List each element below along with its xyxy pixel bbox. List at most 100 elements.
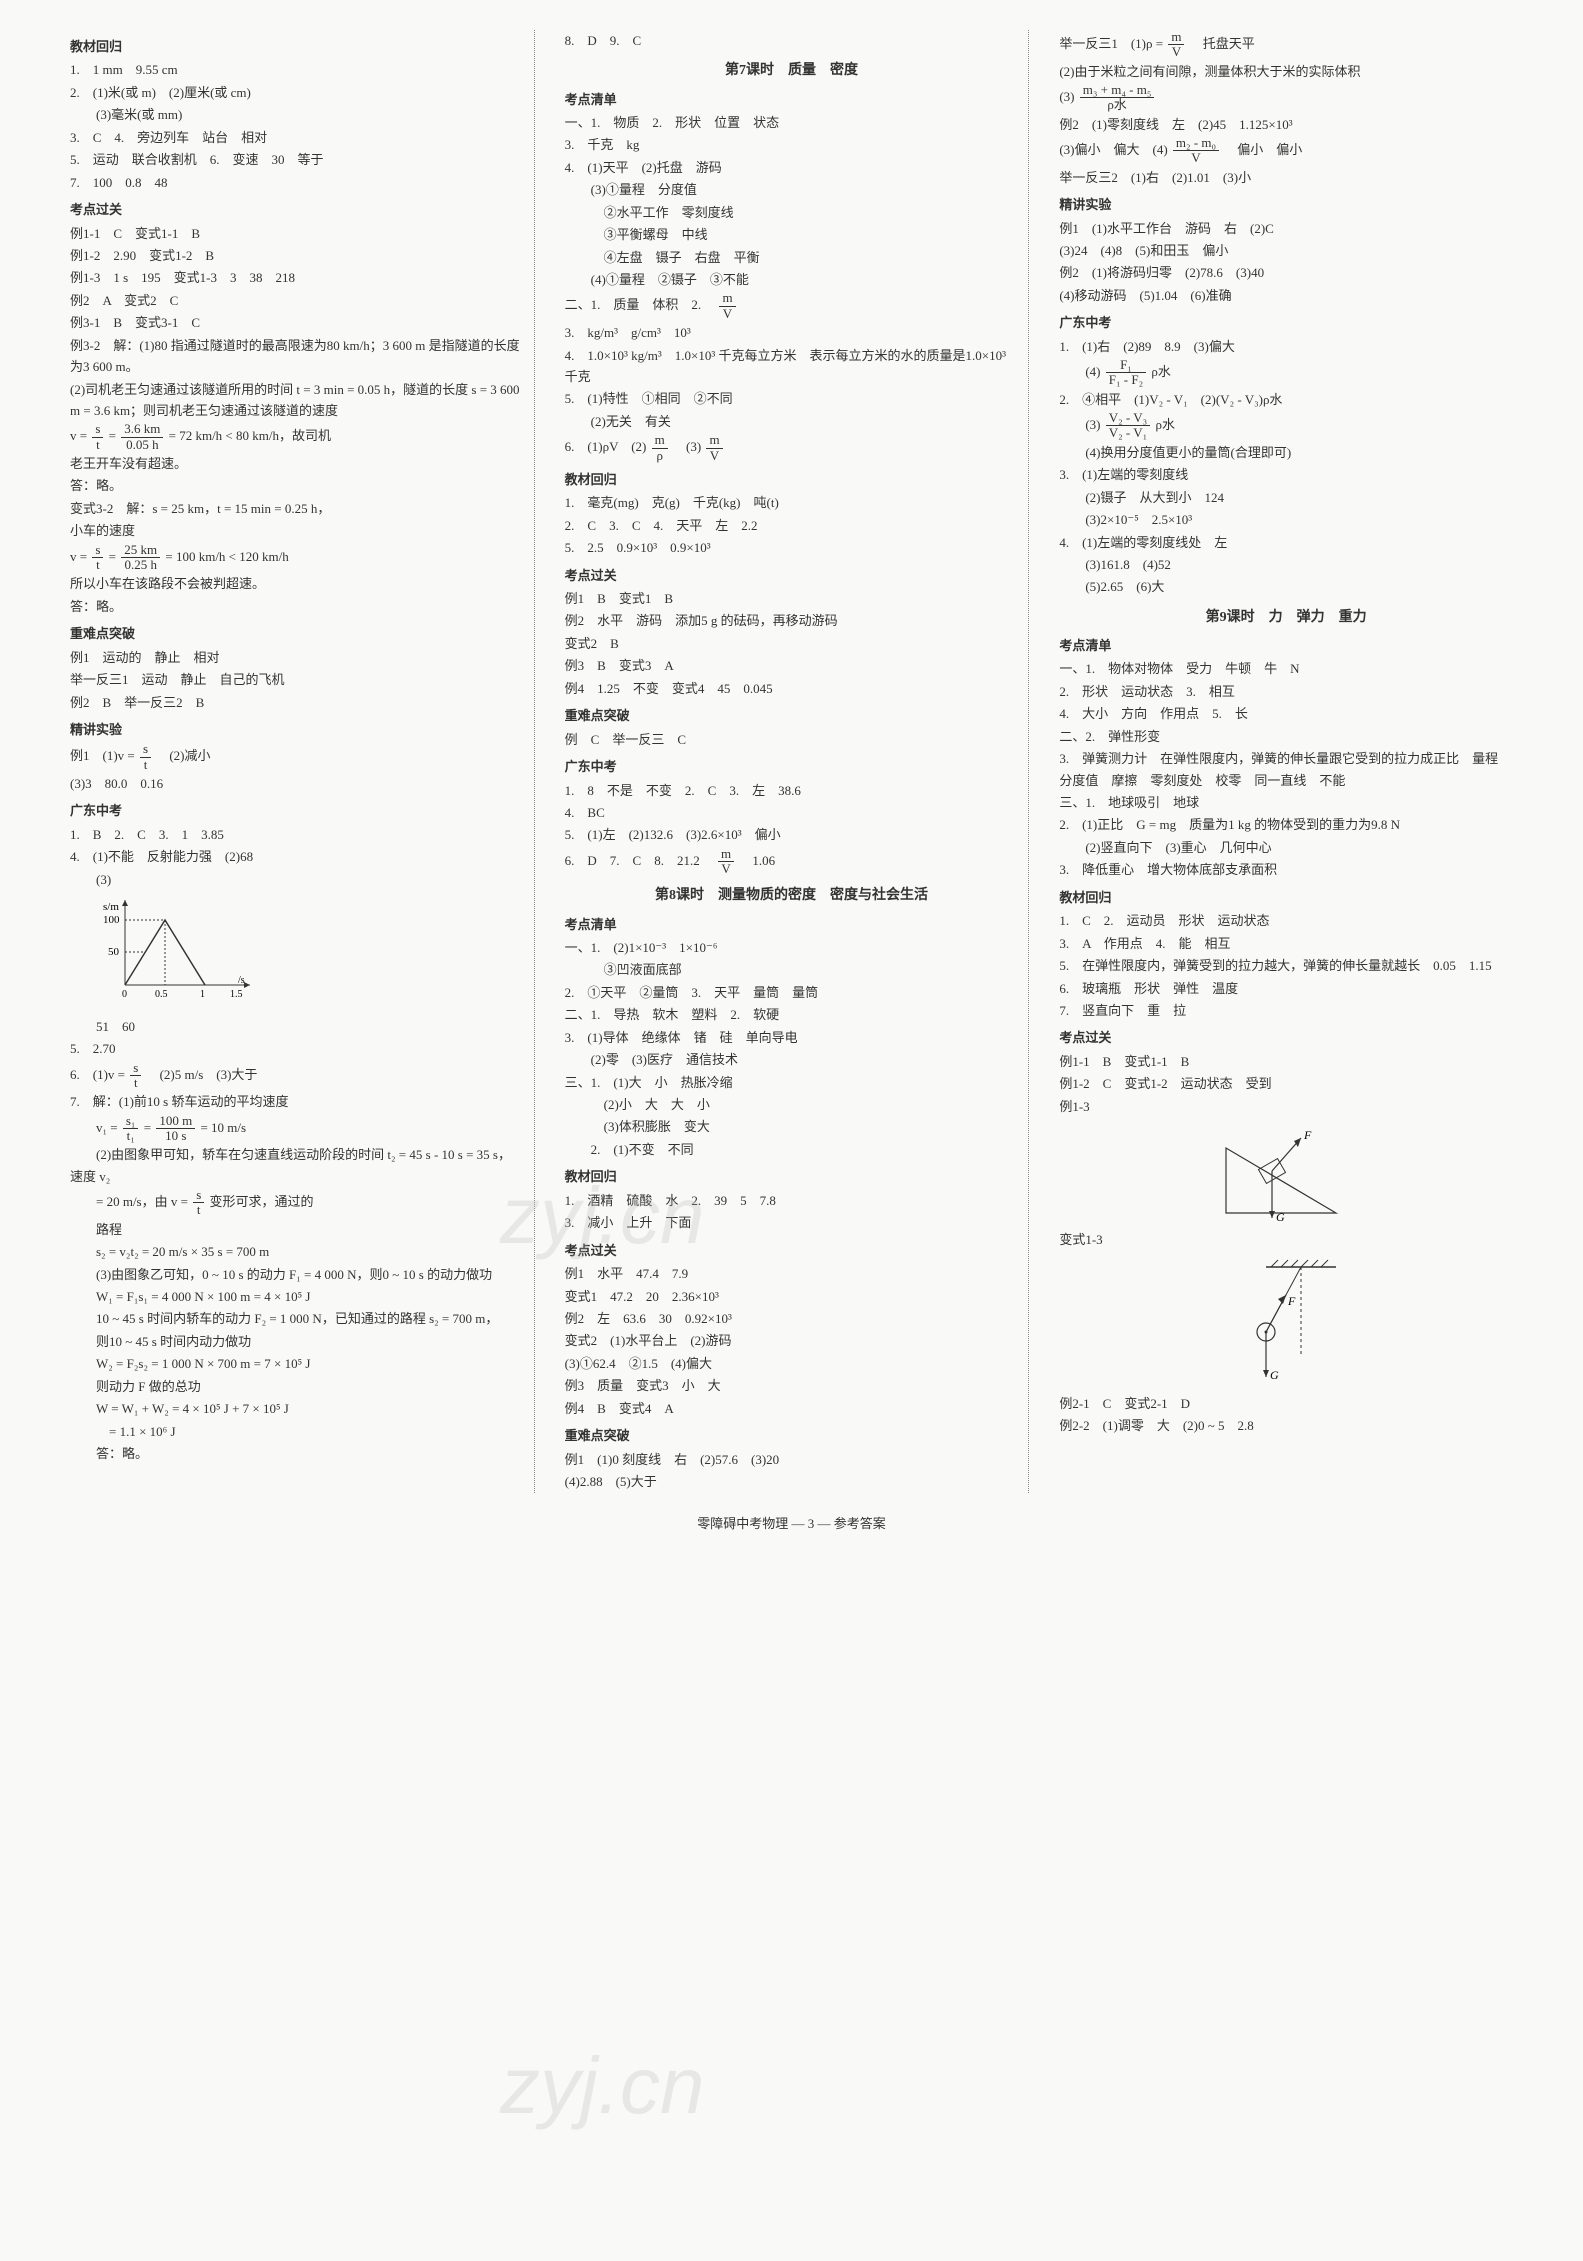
text-line: 1. 毫克(mg) 克(g) 千克(kg) 吨(t) [565, 492, 1019, 513]
heading: 考点清单 [1059, 635, 1513, 656]
text-line: 例1 (1)水平工作台 游码 右 (2)C [1059, 218, 1513, 239]
text-line: 变式1-3 [1059, 1229, 1513, 1250]
lesson-title: 第9课时 力 弹力 重力 [1059, 606, 1513, 629]
text-line: 变式3-2 解：s = 25 km，t = 15 min = 0.25 h， [70, 498, 524, 519]
fraction: mρ [652, 433, 668, 463]
heading: 考点清单 [565, 89, 1019, 110]
text-line: W = W₁ + W₂ = 4 × 10⁵ J + 7 × 10⁵ J [70, 1398, 524, 1419]
text-line: (3)毫米(或 mm) [70, 104, 524, 125]
text-line: 7. 竖直向下 重 拉 [1059, 1000, 1513, 1021]
text: 6. (1)v = [70, 1066, 128, 1081]
svg-text:50: 50 [108, 946, 120, 958]
page-content: 教材回归 1. 1 mm 9.55 cm 2. (1)米(或 m) (2)厘米(… [60, 30, 1523, 1493]
text-line: 例1-1 B 变式1-1 B [1059, 1051, 1513, 1072]
text: = 10 m/s [200, 1119, 246, 1134]
fraction: F₁F₁ - F₂ [1106, 358, 1146, 388]
text: v₁ = [70, 1119, 121, 1134]
incline-force-diagram: F G [1216, 1123, 1356, 1223]
text-line: (4)2.88 (5)大于 [565, 1471, 1019, 1492]
text: v = [70, 428, 90, 443]
fraction: st [92, 543, 103, 573]
text-line: 5. 运动 联合收割机 6. 变速 30 等于 [70, 149, 524, 170]
text-line: (3)体积膨胀 变大 [565, 1116, 1019, 1137]
text-line: 2. 形状 运动状态 3. 相互 [1059, 681, 1513, 702]
column-2: 8. D 9. C 第7课时 质量 密度 考点清单 一、1. 物质 2. 形状 … [555, 30, 1030, 1493]
text-line: 3. (1)左端的零刻度线 [1059, 464, 1513, 485]
heading: 重难点突破 [565, 1425, 1019, 1446]
text: = 72 km/h < 80 km/h，故司机 [169, 428, 331, 443]
text-line: 2. ④相平 (1)V₂ - V₁ (2)(V₂ - V₃)ρ水 [1059, 389, 1513, 410]
text: v = [70, 549, 90, 564]
text-line: 例1-2 C 变式1-2 运动状态 受到 [1059, 1073, 1513, 1094]
text-line: 7. 解：(1)前10 s 轿车运动的平均速度 [70, 1091, 524, 1112]
text-line: 例1-3 1 s 195 变式1-3 3 38 218 [70, 267, 524, 288]
heading: 考点过关 [70, 199, 524, 220]
lesson-title: 第8课时 测量物质的密度 密度与社会生活 [565, 884, 1019, 907]
text-line: 3. kg/m³ g/cm³ 10³ [565, 322, 1019, 343]
text-line: 1. 8 不是 不变 2. C 3. 左 38.6 [565, 780, 1019, 801]
heading: 广东中考 [70, 800, 524, 821]
text: (4) [1059, 364, 1100, 379]
text-line: 例2 (1)将游码归零 (2)78.6 (3)40 [1059, 262, 1513, 283]
formula-line: = 20 m/s，由 v = st 变形可求，通过的 [70, 1188, 524, 1218]
text-line: 4. BC [565, 802, 1019, 823]
svg-text:/s: /s [238, 975, 245, 986]
heading: 广东中考 [1059, 312, 1513, 333]
text: 偏小 偏小 [1224, 142, 1302, 157]
formula-line: (3) m₃ + m₄ - m₅ρ水 [1059, 83, 1513, 113]
text-line: 5. 2.5 0.9×10³ 0.9×10³ [565, 537, 1019, 558]
text-line: 例1 水平 47.4 7.9 [565, 1263, 1019, 1284]
text: (2)5 m/s (3)大于 [147, 1066, 258, 1081]
text-line: 3. 千克 kg [565, 134, 1019, 155]
heading: 教材回归 [565, 469, 1019, 490]
text-line: 例2 (1)零刻度线 左 (2)45 1.125×10³ [1059, 114, 1513, 135]
text: = 20 m/s，由 v = [70, 1194, 191, 1209]
formula-line: (3) V₂ - V₃V₂ - V₁ ρ水 [1059, 411, 1513, 441]
text-line: W₁ = F₁s₁ = 4 000 N × 100 m = 4 × 10⁵ J [70, 1286, 524, 1307]
text-line: 5. (1)特性 ①相同 ②不同 [565, 388, 1019, 409]
text-line: 5. (1)左 (2)132.6 (3)2.6×10³ 偏小 [565, 824, 1019, 845]
svg-text:F: F [1303, 1128, 1312, 1142]
svg-text:G: G [1270, 1368, 1279, 1382]
text-line: 变式1 47.2 20 2.36×10³ [565, 1286, 1019, 1307]
text-line: s₂ = v₂t₂ = 20 m/s × 35 s = 700 m [70, 1241, 524, 1262]
text-line: 3. A 作用点 4. 能 相互 [1059, 933, 1513, 954]
fraction: st [193, 1188, 204, 1218]
text-line: 例2 B 举一反三2 B [70, 692, 524, 713]
text-line: 例1-3 [1059, 1096, 1513, 1117]
text-line: 例4 1.25 不变 变式4 45 0.045 [565, 678, 1019, 699]
text: (2)减小 [156, 748, 210, 763]
page-footer: 零障碍中考物理 — 3 — 参考答案 [60, 1513, 1523, 1534]
text-line: 5. 2.70 [70, 1038, 524, 1059]
text: (3)偏小 偏大 (4) [1059, 142, 1167, 157]
heading: 教材回归 [565, 1166, 1019, 1187]
svg-text:1.5: 1.5 [230, 989, 243, 1000]
text-line: ③凹液面底部 [565, 959, 1019, 980]
text-line: 例3 B 变式3 A [565, 655, 1019, 676]
text-line: W₂ = F₂s₂ = 1 000 N × 700 m = 7 × 10⁵ J [70, 1353, 524, 1374]
distance-time-chart: s/m 100 50 0 0.5 1 1.5 /s [100, 895, 260, 1005]
fraction: 25 km0.25 h [121, 543, 160, 573]
text-line: 10 ~ 45 s 时间内轿车的动力 F₂ = 1 000 N，已知通过的路程 … [70, 1308, 524, 1329]
text-line: 二、2. 弹性形变 [1059, 726, 1513, 747]
text-line: 例3-1 B 变式3-1 C [70, 312, 524, 333]
text-line: 二、1. 导热 软木 塑料 2. 软硬 [565, 1004, 1019, 1025]
text-line: 例1 运动的 静止 相对 [70, 647, 524, 668]
watermark: zyj.cn [500, 2020, 705, 2152]
text: ρ水 [1155, 417, 1175, 432]
text: 例1 (1)v = [70, 748, 138, 763]
text-line: 小车的速度 [70, 520, 524, 541]
text-line: 三、1. 地球吸引 地球 [1059, 792, 1513, 813]
text-line: 答：略。 [70, 475, 524, 496]
svg-text:1: 1 [200, 989, 205, 1000]
text: (3) [673, 439, 701, 454]
lesson-title: 第7课时 质量 密度 [565, 59, 1019, 82]
text-line: 变式2 B [565, 633, 1019, 654]
text: 变形可求，通过的 [210, 1194, 314, 1209]
text-line: (5)2.65 (6)大 [1059, 576, 1513, 597]
formula-line: v = st = 25 km0.25 h = 100 km/h < 120 km… [70, 543, 524, 573]
heading: 重难点突破 [70, 623, 524, 644]
text: (3) [1059, 417, 1100, 432]
heading: 精讲实验 [1059, 194, 1513, 215]
text-line: 2. (1)不变 不同 [565, 1139, 1019, 1160]
